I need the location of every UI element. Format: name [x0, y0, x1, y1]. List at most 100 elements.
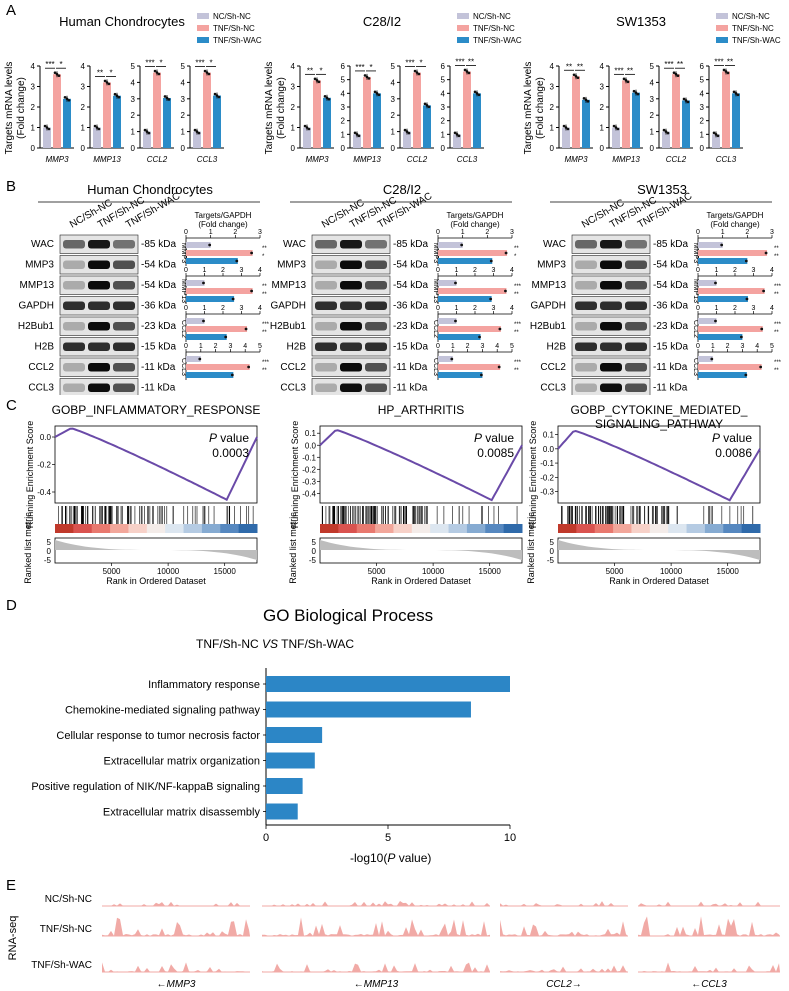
es-tick-label: -0.1 — [540, 459, 554, 468]
data-point — [403, 128, 407, 132]
data-point — [467, 71, 471, 75]
track-label: TNF/Sh-WAC — [31, 960, 92, 971]
quant-bar — [438, 288, 507, 294]
quant-tick-label: 1 — [461, 229, 465, 236]
quant-tick-label: 4 — [258, 267, 262, 274]
es-tick-label: 0.0 — [40, 433, 52, 442]
quant-tick-label: 1 — [203, 267, 207, 274]
kda-label: -15 kDa — [393, 342, 428, 353]
blot-band — [315, 301, 337, 310]
data-point — [107, 82, 111, 86]
quant-tick-label: 1 — [455, 267, 459, 274]
y-tick-label: 4 — [131, 78, 136, 87]
quant-bar — [186, 258, 238, 264]
blot-band — [600, 342, 622, 351]
quant-tick-label: 4 — [495, 343, 499, 350]
data-point — [682, 97, 686, 101]
go-bar — [266, 752, 315, 769]
es-tick-label: -0.2 — [302, 465, 316, 474]
quant-point — [714, 281, 717, 285]
y-tick-label: 2 — [181, 111, 186, 120]
data-point — [417, 72, 421, 76]
blot-name: CCL2 — [28, 362, 54, 373]
quant-bar — [438, 242, 463, 248]
y-tick-label: 1 — [181, 128, 186, 137]
y-tick-label: 3 — [31, 83, 36, 92]
bar — [682, 100, 690, 148]
metric-area — [55, 540, 257, 560]
y-tick-label: 1 — [131, 128, 136, 137]
go-chart-subtitle: TNF/Sh-NC VS TNF/Sh-WAC — [196, 637, 355, 651]
blot-band — [63, 363, 85, 372]
heatmap-cell — [128, 524, 148, 533]
blot-band — [88, 281, 110, 290]
y-tick-label: 6 — [341, 62, 346, 71]
quant-tick-label: 2 — [214, 343, 218, 350]
y-tick-label: 0 — [341, 144, 346, 153]
p-value: 0.0003 — [212, 446, 249, 460]
kda-label: -11 kDa — [141, 383, 176, 394]
quant-point — [231, 297, 235, 301]
quant-point — [244, 327, 248, 331]
data-point — [217, 95, 221, 99]
blot-band — [365, 363, 387, 372]
y-tick-label: 0 — [181, 144, 186, 153]
heatmap-cell — [338, 524, 358, 533]
x-tick-label: 5000 — [606, 567, 624, 576]
data-point — [626, 80, 630, 84]
x-tick-label: 10000 — [157, 567, 180, 576]
heatmap-cell — [411, 524, 431, 533]
blot-name: CCL2 — [280, 362, 306, 373]
blot-band — [340, 363, 362, 372]
y-tick-label: 4 — [31, 62, 36, 71]
data-point — [457, 134, 461, 138]
panel-e-rnaseq-tracks: NC/Sh-NC TNF/Sh-NC TNF/Sh-WAC RNA-seq ←MMP3 ←… — [7, 894, 780, 990]
quant-bar — [698, 250, 768, 256]
legend-swatch — [716, 37, 728, 43]
heatmap-cell — [183, 524, 203, 533]
y-tick-label: 3 — [391, 95, 396, 104]
go-bar — [266, 803, 298, 820]
quant-sig: *** — [262, 360, 270, 366]
x-tick-label: 10000 — [422, 567, 445, 576]
blot-band — [63, 322, 85, 331]
y-tick-label: 3 — [650, 95, 655, 104]
bar — [562, 127, 570, 148]
bar — [213, 95, 221, 148]
blot-name: CCL3 — [28, 383, 54, 394]
p-value-label: P value — [474, 431, 514, 445]
blot-band — [315, 342, 337, 351]
panel-a-ylabel: Targets mRNA levels(Fold change) — [523, 62, 546, 155]
heatmap-cell — [110, 524, 129, 533]
data-point — [147, 131, 151, 135]
legend-label: NC/Sh-NC — [213, 12, 251, 21]
quant-bar — [698, 288, 765, 294]
panel-a-group-title: SW1353 — [616, 14, 666, 29]
blot-band — [113, 342, 135, 351]
y-tick-label: 4 — [441, 89, 446, 98]
blot-band — [315, 322, 337, 331]
quant-point — [762, 289, 765, 293]
quant-title: Targets/GAPDH — [707, 211, 764, 220]
kda-label: -85 kDa — [141, 239, 176, 250]
kda-label: -54 kDa — [653, 280, 688, 291]
bar — [712, 134, 720, 148]
coverage-track — [500, 919, 628, 936]
metric-ylabel: Ranked list metric — [288, 512, 298, 584]
quant-point — [744, 259, 748, 263]
bar — [582, 99, 590, 148]
legend-label: TNF/Sh-WAC — [473, 36, 522, 45]
y-tick-label: 3 — [291, 83, 296, 92]
data-point — [373, 90, 377, 94]
bar — [572, 76, 580, 148]
bar — [413, 72, 421, 148]
heatmap-cell — [594, 524, 614, 533]
bar — [662, 131, 670, 148]
quant-point — [498, 327, 502, 331]
heatmap-cell — [430, 524, 450, 533]
p-value-label: P value — [209, 431, 249, 445]
heatmap-cell — [704, 524, 724, 533]
quant-tick-label: 3 — [492, 305, 496, 312]
heatmap-cell — [649, 524, 669, 533]
gene-label: CCL3 — [197, 155, 218, 164]
